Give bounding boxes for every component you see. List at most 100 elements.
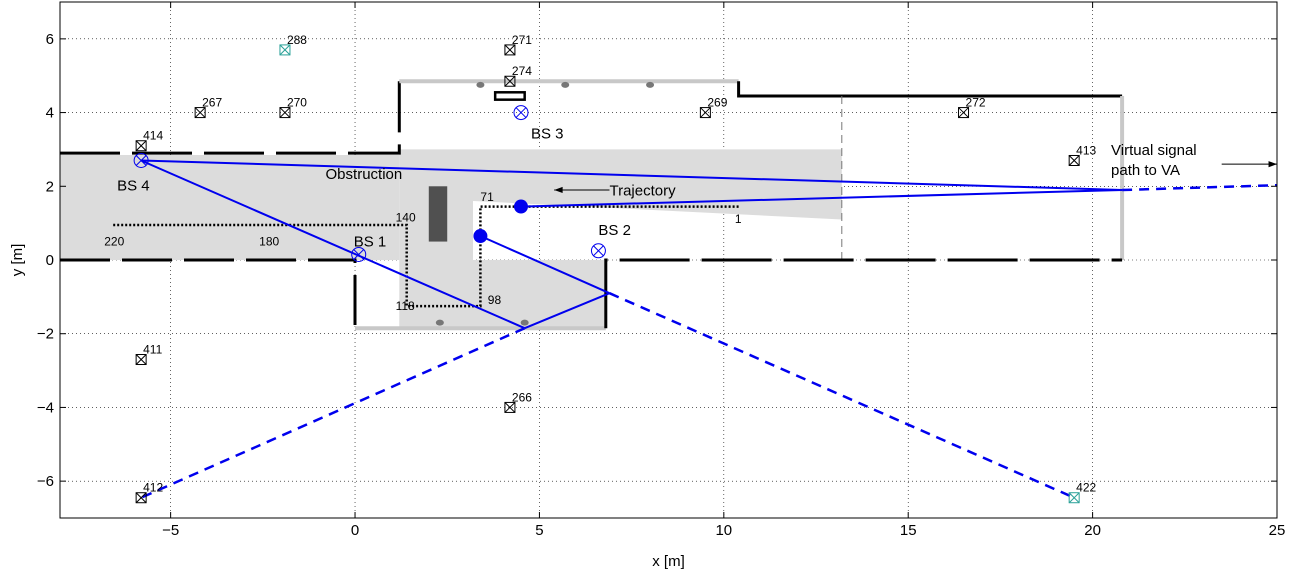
walls — [60, 79, 1125, 331]
virtual-anchor-cross — [504, 75, 516, 87]
virtual-anchor-cross — [279, 44, 291, 56]
virtual-anchor-label: 269 — [707, 96, 727, 110]
virtual-anchor-label: 288 — [287, 33, 307, 47]
pillar — [561, 81, 570, 88]
virtual-anchor-marker — [958, 107, 970, 119]
signal-paths — [140, 159, 1278, 499]
x-tick-label: 5 — [535, 522, 543, 539]
signal-path-solid — [524, 292, 610, 330]
trajectory-index-label: 220 — [104, 234, 124, 248]
x-tick-label: 15 — [900, 522, 917, 539]
y-tick-label: 0 — [46, 252, 54, 269]
virtual-path-arrow-head — [1268, 161, 1277, 168]
virtual-anchor-cross — [135, 492, 147, 504]
virtual-anchor-marker — [699, 107, 711, 119]
y-tick-label: 6 — [46, 31, 54, 48]
base-station-marker — [590, 243, 606, 259]
base-station-cross — [593, 245, 604, 257]
virtual-anchor-label: 422 — [1076, 481, 1096, 495]
virtual-anchor-marker — [135, 140, 147, 152]
signal-path-dashed — [140, 327, 526, 499]
pillar — [476, 81, 485, 88]
trajectory-path — [111, 205, 739, 308]
trajectory-index-label: 98 — [488, 293, 502, 307]
virtual-anchor-label: 411 — [143, 343, 162, 357]
virtual-anchor-marker — [504, 44, 516, 56]
trajectory-index-label: 180 — [259, 234, 279, 248]
trajectory-index-label: 140 — [396, 210, 416, 224]
virtual-anchor-cross — [1068, 492, 1080, 504]
y-tick-label: −2 — [37, 326, 54, 343]
virtual-anchor-cross — [504, 402, 516, 413]
virtual-anchor-label: 412 — [143, 481, 163, 495]
trajectory-index-label: 1 — [735, 212, 742, 226]
virtual-anchor-label: 266 — [512, 390, 532, 404]
base-station-marker — [133, 152, 149, 168]
virtual-anchor-marker — [135, 354, 147, 366]
wall-small-box — [493, 91, 526, 101]
wall-right-bottom — [604, 258, 1123, 329]
virtual-anchor-label: 271 — [512, 33, 532, 47]
base-station-label: BS 2 — [598, 222, 631, 239]
base-station-cross — [353, 249, 365, 260]
annotation-label: Obstruction — [326, 166, 403, 183]
labels: 1 71 98 118 140 180 220 288 271 274 267 270 269 272 41… — [104, 33, 1277, 495]
x-tick-label: 10 — [715, 522, 732, 539]
agent-position-marker — [473, 229, 488, 244]
trajectory-arrow-head — [554, 186, 563, 194]
virtual-anchor-marker — [135, 492, 147, 504]
signal-path-dashed — [608, 292, 1075, 499]
obstruction-block — [428, 186, 448, 242]
base-station-cross — [135, 155, 147, 166]
virtual-anchor-label: 414 — [143, 129, 163, 143]
agent-position-marker — [513, 199, 528, 214]
signal-path-solid — [520, 189, 1123, 208]
pillar — [520, 319, 529, 326]
annotation-label: Trajectory — [609, 183, 676, 200]
y-tick-label: 4 — [46, 105, 54, 122]
y-axis-label: y [m] — [9, 244, 26, 277]
signal-path-solid — [479, 235, 610, 295]
virtual-anchor-marker — [279, 107, 291, 119]
base-station-label: BS 4 — [117, 177, 150, 194]
room-areas — [60, 149, 842, 329]
annotation-label: Virtual signal — [1111, 142, 1197, 159]
markers — [133, 44, 1080, 504]
virtual-anchor-marker — [1068, 492, 1080, 504]
virtual-anchor-cross — [135, 140, 147, 152]
x-tick-label: 0 — [351, 522, 359, 539]
virtual-anchor-cross — [958, 107, 969, 118]
virtual-anchor-marker — [194, 107, 206, 119]
y-tick-label: −4 — [37, 399, 54, 416]
virtual-anchor-marker — [504, 401, 516, 413]
annotation-label: path to VA — [1111, 162, 1180, 179]
room-area-left — [60, 155, 400, 260]
virtual-anchor-cross — [1068, 155, 1080, 166]
virtual-anchor-label: 267 — [202, 96, 222, 110]
pillar — [435, 319, 444, 326]
virtual-anchor-label: 274 — [512, 64, 532, 78]
virtual-anchor-marker — [279, 44, 291, 56]
room-area-center — [399, 149, 842, 329]
y-tick-label: 2 — [46, 178, 54, 195]
wall-right-top — [737, 81, 1123, 98]
virtual-anchor-label: 270 — [287, 96, 307, 110]
x-tick-label: 20 — [1084, 522, 1101, 539]
axis-ticks: −5 0 5 10 15 20 25 −6 −4 −2 0 2 4 6 — [37, 2, 1285, 539]
virtual-anchor-marker — [1068, 154, 1080, 166]
virtual-anchor-cross — [279, 107, 291, 118]
x-tick-label: −5 — [162, 522, 179, 539]
virtual-anchor-cross — [504, 44, 516, 56]
base-station-cross — [515, 107, 527, 118]
virtual-anchor-cross — [194, 107, 206, 118]
virtual-anchor-cross — [135, 354, 147, 365]
virtual-anchor-cross — [700, 107, 711, 118]
trajectory-index-label: 118 — [396, 299, 415, 313]
wall-left-top — [60, 81, 401, 155]
base-station-label: BS 3 — [531, 126, 564, 143]
base-station-marker — [513, 105, 529, 121]
x-tick-label: 25 — [1269, 522, 1286, 539]
y-tick-label: −6 — [37, 473, 54, 490]
base-station-label: BS 1 — [354, 233, 387, 250]
